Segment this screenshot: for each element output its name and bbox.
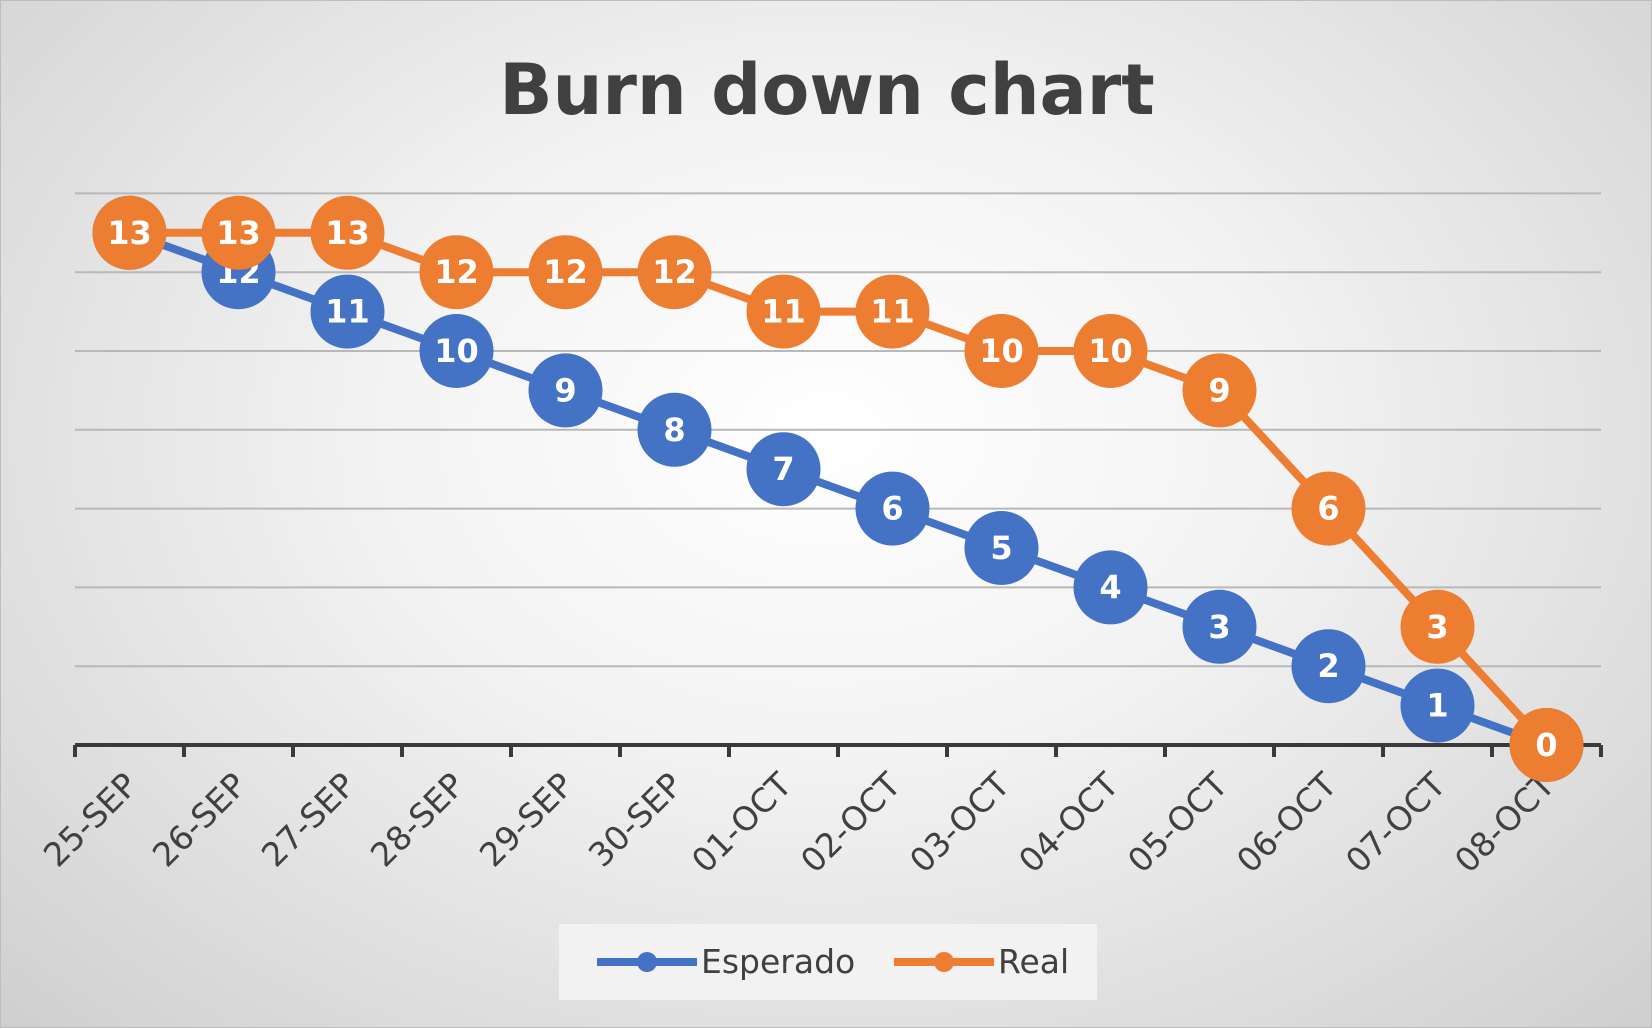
data-point xyxy=(1291,471,1366,546)
data-point xyxy=(419,314,494,388)
data-label: 11 xyxy=(761,293,806,331)
data-point xyxy=(1509,708,1584,782)
data-point xyxy=(964,511,1039,585)
data-point xyxy=(746,274,821,349)
data-label: 11 xyxy=(870,293,915,331)
data-point xyxy=(528,235,603,310)
x-tick-label: 05-OCT xyxy=(1120,764,1236,880)
legend-entry-esperado: Esperado xyxy=(597,942,855,981)
data-label: 12 xyxy=(652,253,697,291)
data-point xyxy=(1073,550,1148,625)
data-point xyxy=(310,274,385,349)
data-point xyxy=(1291,629,1366,704)
chart-title: Burn down chart xyxy=(499,49,1155,131)
legend-label: Esperado xyxy=(701,942,855,981)
x-tick-label: 29-SEP xyxy=(472,765,581,874)
x-tick-label: 06-OCT xyxy=(1229,764,1345,880)
data-label: 2 xyxy=(1317,647,1339,685)
data-point xyxy=(528,353,603,428)
data-label: 5 xyxy=(990,529,1012,567)
x-tick-label: 03-OCT xyxy=(902,764,1018,880)
data-label: 10 xyxy=(434,332,479,370)
data-point xyxy=(855,274,930,349)
data-point xyxy=(1400,589,1475,664)
x-tick-label: 27-SEP xyxy=(254,765,363,874)
data-point xyxy=(964,314,1039,388)
x-axis: 25-SEP 26-SEP 27-SEP 28-SEP 29-SEP 30-SEP01-O… xyxy=(36,743,1603,880)
gridlines xyxy=(75,192,1601,668)
data-label: 11 xyxy=(325,293,370,331)
data-point xyxy=(1073,314,1148,388)
data-point xyxy=(855,471,930,546)
x-tick-label: 02-OCT xyxy=(793,764,909,880)
x-tick-label: 04-OCT xyxy=(1011,764,1127,880)
data-label: 10 xyxy=(979,332,1024,370)
series-esperado: 131211109876543210 xyxy=(92,195,1584,782)
data-label: 10 xyxy=(1088,332,1133,370)
data-label: 3 xyxy=(1426,608,1448,646)
data-point xyxy=(1182,353,1257,428)
series-layer: 1312111098765432101313131212121111101096… xyxy=(92,195,1584,782)
data-point xyxy=(201,195,276,270)
data-label: 1 xyxy=(1426,687,1448,725)
data-point xyxy=(637,392,712,467)
data-label: 3 xyxy=(1208,608,1230,646)
data-label: 6 xyxy=(881,490,903,528)
data-label: 8 xyxy=(663,411,685,449)
legend-entry-real: Real xyxy=(894,942,1069,981)
legend: Esperado Real xyxy=(559,924,1097,1000)
x-tick-label: 26-SEP xyxy=(145,765,254,874)
data-label: 9 xyxy=(554,371,576,409)
data-point xyxy=(92,195,167,270)
data-point xyxy=(310,195,385,270)
data-point xyxy=(419,235,494,310)
data-label: 12 xyxy=(434,253,479,291)
x-tick-label: 07-OCT xyxy=(1338,764,1454,880)
data-point xyxy=(1400,668,1475,743)
data-point xyxy=(637,235,712,310)
data-label: 0 xyxy=(1535,726,1557,764)
data-label: 13 xyxy=(325,214,370,252)
data-point xyxy=(746,432,821,507)
x-tick-label: 25-SEP xyxy=(36,765,145,874)
x-tick-label: 01-OCT xyxy=(684,764,800,880)
data-label: 12 xyxy=(543,253,588,291)
x-tick-label: 30-SEP xyxy=(581,765,690,874)
data-label: 6 xyxy=(1317,490,1339,528)
legend-swatch-marker xyxy=(934,952,954,972)
data-label: 7 xyxy=(772,450,794,488)
data-label: 9 xyxy=(1208,371,1230,409)
data-label: 4 xyxy=(1099,568,1121,606)
legend-label: Real xyxy=(998,942,1069,981)
legend-swatch-marker xyxy=(637,952,657,972)
x-tick-label: 28-SEP xyxy=(363,765,472,874)
data-label: 13 xyxy=(216,214,261,252)
data-label: 13 xyxy=(107,214,152,252)
data-point xyxy=(1182,589,1257,664)
